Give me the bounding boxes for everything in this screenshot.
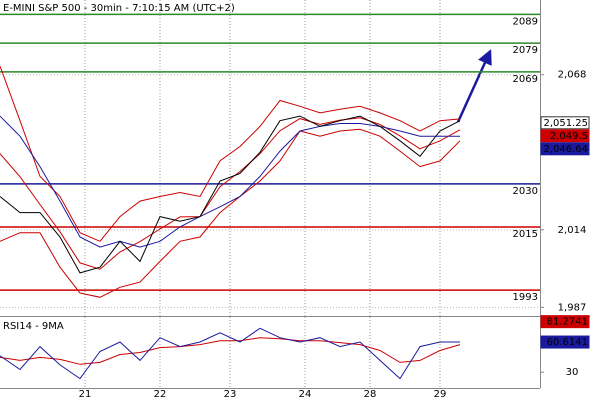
y-tick-label: 1,987	[558, 302, 587, 313]
series-line	[0, 115, 460, 248]
x-tick-label: 21	[79, 389, 92, 400]
x-tick-label: 29	[434, 389, 447, 400]
value-tag	[540, 315, 590, 329]
value-tag	[540, 142, 590, 156]
value-tag	[540, 335, 590, 349]
y-tick-label: 2,014	[558, 225, 587, 236]
x-tick-label: 23	[224, 389, 237, 400]
level-label: 2089	[513, 16, 538, 27]
value-tag	[540, 116, 590, 130]
forecast-arrow	[456, 49, 492, 123]
value-tag-label: 81.2741	[547, 317, 588, 328]
x-tick-label: 24	[299, 389, 312, 400]
y-tick-label: 2,068	[558, 70, 587, 81]
level-label: 1993	[513, 292, 538, 303]
series-line	[0, 327, 460, 380]
panel-title: RSI14 - 9MA	[3, 321, 64, 332]
value-tag-label: 2,049.5	[550, 131, 588, 142]
series-line	[0, 337, 461, 365]
chart-title: E-MINI S&P 500 - 30min - 7:10:15 AM (UTC…	[3, 3, 235, 14]
level-label: 2030	[513, 186, 538, 197]
value-tag-label: 60.6141	[547, 337, 588, 348]
value-tag-label: 2,051.25	[543, 118, 588, 129]
series-line	[0, 65, 461, 242]
series-line	[0, 117, 461, 270]
level-label: 2069	[513, 74, 538, 85]
level-label: 2015	[513, 229, 538, 240]
value-tag	[540, 129, 590, 143]
series-line	[0, 115, 461, 274]
x-tick-label: 28	[364, 389, 377, 400]
level-label: 2079	[513, 45, 538, 56]
y-tick-label: 30	[566, 367, 579, 378]
value-tag-label: 2,046.64	[543, 144, 588, 155]
series-line	[0, 128, 461, 298]
x-tick-label: 22	[154, 389, 167, 400]
